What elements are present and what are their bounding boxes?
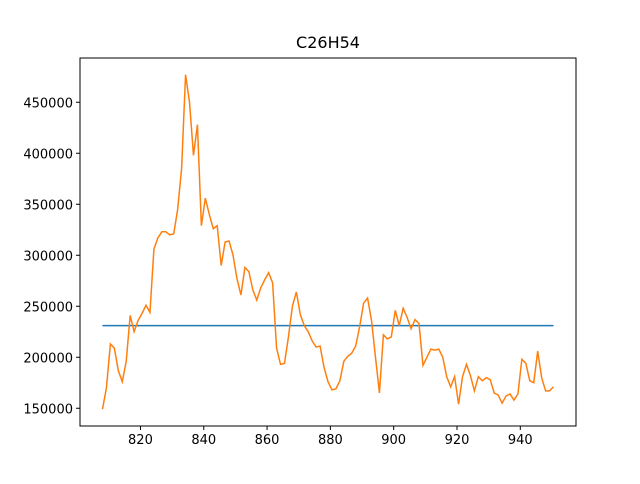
line (101, 74, 555, 410)
y-tick-label: 200000 (23, 351, 73, 366)
plot-frame (79, 57, 577, 427)
y-tick-label: 300000 (23, 249, 73, 264)
y-tick-label: 400000 (23, 147, 73, 162)
y-tick-label: 150000 (23, 402, 73, 417)
y-tick-label: 450000 (23, 96, 73, 111)
x-tick-label: 880 (318, 433, 343, 448)
y-tick-label: 250000 (23, 300, 73, 315)
y-tick-label: 350000 (23, 198, 73, 213)
x-tick-label: 860 (255, 433, 280, 448)
chart-title: C26H54 (296, 33, 360, 52)
x-tick-label: 840 (191, 433, 216, 448)
x-tick-label: 900 (381, 433, 406, 448)
x-tick-label: 820 (128, 433, 153, 448)
x-tick-label: 940 (508, 433, 533, 448)
x-tick-label: 920 (445, 433, 470, 448)
